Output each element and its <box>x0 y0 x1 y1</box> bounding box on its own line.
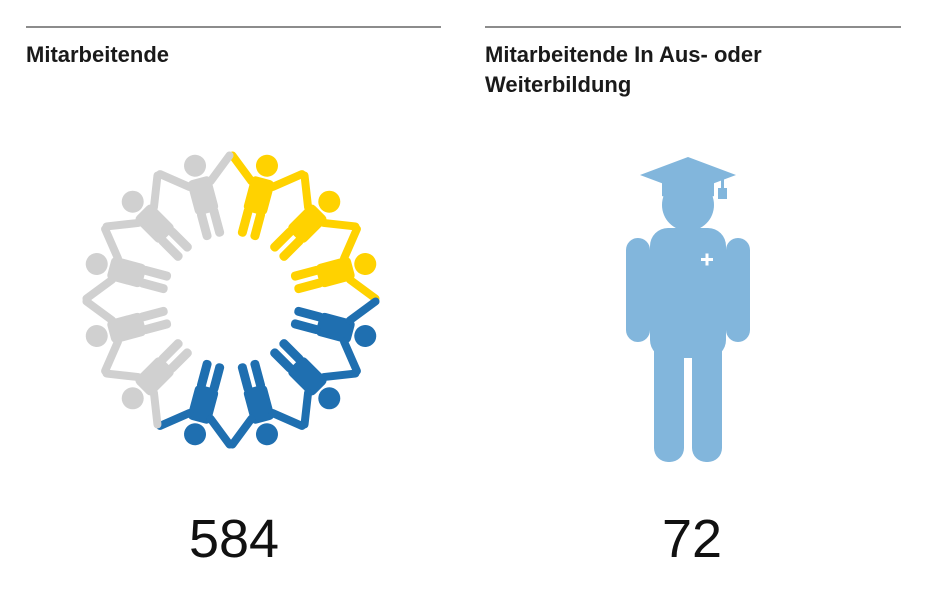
arm <box>345 275 380 303</box>
person-icon <box>270 339 360 429</box>
leg <box>141 265 172 281</box>
head <box>318 190 341 213</box>
person-icon <box>155 359 234 449</box>
arm <box>82 297 117 325</box>
person-icon <box>290 224 380 303</box>
leg <box>250 359 266 390</box>
arm <box>340 337 361 376</box>
head <box>121 387 144 410</box>
arm <box>149 388 162 429</box>
divider <box>485 26 901 28</box>
torso <box>315 256 355 288</box>
arm <box>268 409 307 430</box>
head <box>255 423 278 446</box>
leg <box>250 210 266 241</box>
leg <box>294 306 324 322</box>
leg <box>270 227 295 252</box>
leg <box>290 265 321 281</box>
arm <box>228 151 256 186</box>
head <box>354 253 377 276</box>
arm <box>206 414 234 449</box>
arm <box>206 151 234 186</box>
panel-value: 584 <box>188 509 280 569</box>
torso <box>135 357 174 396</box>
arm <box>300 171 313 212</box>
head <box>184 423 207 446</box>
arm <box>82 275 117 303</box>
head <box>85 253 108 276</box>
torso <box>288 357 327 396</box>
arm <box>268 170 307 191</box>
leg <box>237 363 253 393</box>
arm <box>340 224 361 263</box>
leg <box>138 306 168 322</box>
arm <box>319 218 360 231</box>
leg <box>158 236 183 261</box>
person-icon <box>228 151 307 241</box>
leg <box>209 363 225 393</box>
torso <box>315 312 355 344</box>
arm <box>319 369 360 382</box>
arm <box>300 388 313 429</box>
people-ring <box>82 151 380 449</box>
leg <box>279 339 304 364</box>
leg <box>138 278 168 294</box>
panel-title: Mitarbeitende In Aus- oder Weiterbildung <box>485 42 762 97</box>
arm <box>101 337 122 376</box>
head <box>255 154 278 177</box>
person-icon <box>155 151 234 241</box>
arm <box>101 224 122 263</box>
head <box>354 324 377 347</box>
arm <box>228 414 256 449</box>
head <box>318 387 341 410</box>
arm <box>102 218 143 231</box>
leg <box>270 348 295 373</box>
torso <box>107 256 147 288</box>
leg <box>294 278 324 294</box>
person-icon <box>102 339 192 429</box>
torso <box>107 312 147 344</box>
torso <box>187 384 219 424</box>
person-icon <box>102 171 192 261</box>
torso <box>243 384 275 424</box>
arm <box>155 170 194 191</box>
torso <box>187 176 219 216</box>
panel-value: 72 <box>661 509 723 569</box>
leg <box>196 210 212 241</box>
person-icon <box>82 224 172 303</box>
leg <box>196 359 212 390</box>
head <box>121 190 144 213</box>
person-icon <box>82 297 172 376</box>
leg <box>141 319 172 335</box>
graduate-icon <box>626 157 750 462</box>
panel-title: Mitarbeitende <box>26 42 170 67</box>
leg <box>279 236 304 261</box>
leg <box>167 348 192 373</box>
arm <box>102 369 143 382</box>
person-icon <box>290 297 380 376</box>
arm <box>155 409 194 430</box>
person-icon <box>270 171 360 261</box>
torso <box>243 176 275 216</box>
torso <box>135 204 174 243</box>
leg <box>237 207 253 237</box>
arm <box>149 171 162 212</box>
divider <box>26 26 441 28</box>
person-icon <box>228 359 307 449</box>
leg <box>290 319 321 335</box>
leg <box>167 227 192 252</box>
head <box>85 324 108 347</box>
leg <box>158 339 183 364</box>
arm <box>345 297 380 325</box>
head <box>184 154 207 177</box>
torso <box>288 204 327 243</box>
leg <box>209 207 225 237</box>
